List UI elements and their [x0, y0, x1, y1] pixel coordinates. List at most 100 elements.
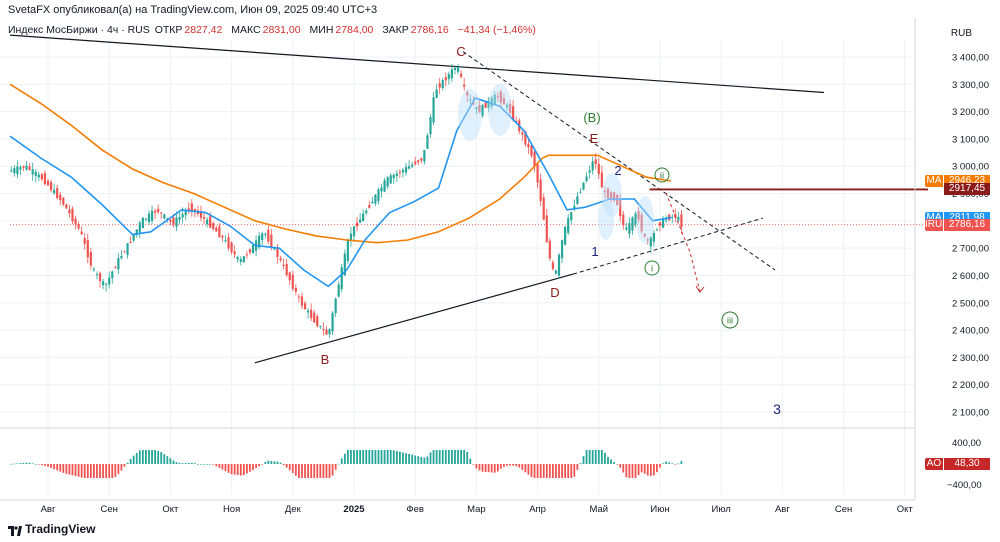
ao-bar — [475, 464, 478, 469]
candle-body — [105, 283, 108, 285]
candle-body — [591, 161, 594, 171]
ao-bar — [10, 463, 13, 465]
ao-bar — [515, 464, 518, 467]
candle-body — [120, 255, 123, 259]
candle-body — [181, 214, 184, 218]
candle-body — [417, 160, 420, 163]
brand-label: TradingView — [25, 522, 96, 536]
candle-body — [383, 180, 386, 192]
candle-body — [466, 91, 469, 96]
candle-body — [202, 217, 206, 219]
ao-bar — [114, 464, 117, 477]
ao-bar — [157, 450, 160, 464]
chart-legend: Индекс МосБиржи · 4ч · RUS ОТКР 2827,42 М… — [8, 24, 536, 36]
ao-bar — [625, 464, 628, 478]
ao-bar — [190, 462, 193, 464]
candle-body — [10, 170, 13, 172]
candle-body — [37, 174, 40, 178]
candle-body — [533, 152, 536, 167]
ao-bar — [270, 461, 273, 464]
candle-body — [56, 188, 59, 199]
ao-bar — [451, 450, 453, 464]
wave-label: (B) — [583, 110, 600, 125]
candle-body — [62, 197, 65, 205]
candle-body — [472, 102, 475, 105]
ao-bar — [206, 464, 209, 465]
ao-bar — [267, 460, 270, 464]
ao-bar — [383, 450, 386, 464]
candle-body — [300, 296, 304, 306]
candle-body — [680, 214, 683, 228]
x-tick-label: 2025 — [343, 504, 365, 515]
instrument-name[interactable]: Индекс МосБиржи · 4ч · RUS — [8, 24, 150, 36]
candle-body — [508, 104, 512, 113]
ao-bar — [325, 464, 328, 478]
candle-body — [270, 234, 273, 248]
ao-bar — [80, 464, 83, 478]
ao-tag-value: 48,30 — [944, 458, 990, 470]
ao-bar — [499, 464, 502, 469]
candle-body — [401, 169, 405, 173]
currency-label[interactable]: RUB — [950, 28, 972, 39]
candle-body — [59, 194, 62, 201]
ao-bar — [132, 455, 135, 464]
ao-bar — [536, 464, 539, 478]
ao-bar — [37, 464, 40, 465]
candle-body — [478, 105, 481, 113]
ao-bar — [117, 464, 120, 474]
ao-bar — [56, 464, 59, 471]
ao-bar — [444, 450, 447, 464]
ao-bar — [331, 464, 334, 476]
price-tag-name: MA — [925, 174, 943, 187]
candle-body — [441, 80, 444, 88]
ao-bar — [518, 464, 521, 468]
candle-body — [282, 264, 285, 266]
candle-body — [628, 223, 631, 234]
candle-body — [132, 235, 135, 241]
ao-bar — [123, 464, 126, 467]
ao-bar — [120, 464, 123, 471]
candle-body — [285, 263, 288, 276]
ao-bar — [402, 452, 404, 464]
candle-body — [316, 316, 319, 327]
ao-bar — [230, 464, 233, 475]
candle-body — [386, 177, 389, 187]
candle-body — [101, 281, 105, 286]
ao-bar — [386, 450, 389, 464]
ao-bar — [597, 450, 600, 464]
ao-bar — [420, 456, 423, 464]
ao-bar — [239, 464, 242, 476]
ao-tag-name: AO — [925, 458, 943, 470]
candle-body — [349, 233, 353, 241]
y-tick-label: 2 100,00 — [952, 408, 989, 419]
candle-body — [585, 176, 588, 182]
ao-bar — [246, 464, 248, 474]
candle-body — [212, 222, 215, 230]
ao-bar — [126, 462, 129, 464]
x-tick-label: Ноя — [223, 504, 240, 515]
candle-body — [365, 210, 368, 214]
moving-averages — [9, 83, 672, 288]
candle-body — [567, 218, 570, 233]
candle-body — [414, 161, 417, 165]
ao-bar — [28, 462, 31, 464]
low-value: 2784,00 — [335, 24, 374, 36]
candle-body — [576, 196, 579, 204]
candle-body — [209, 216, 212, 228]
ao-bar — [628, 464, 631, 478]
y-tick-label: 2 700,00 — [952, 244, 989, 255]
candle-body — [456, 66, 460, 72]
ao-bar — [22, 462, 25, 464]
candle-body — [187, 208, 190, 211]
candle-body — [77, 224, 80, 229]
candle-body — [536, 164, 539, 183]
candle-body — [123, 251, 126, 253]
ma-orange-line — [9, 83, 672, 244]
candle-body — [588, 170, 591, 173]
tradingview-logo-icon — [8, 525, 22, 536]
wave-circle — [654, 167, 670, 183]
candle-body — [227, 237, 230, 249]
ao-bar — [31, 463, 34, 464]
